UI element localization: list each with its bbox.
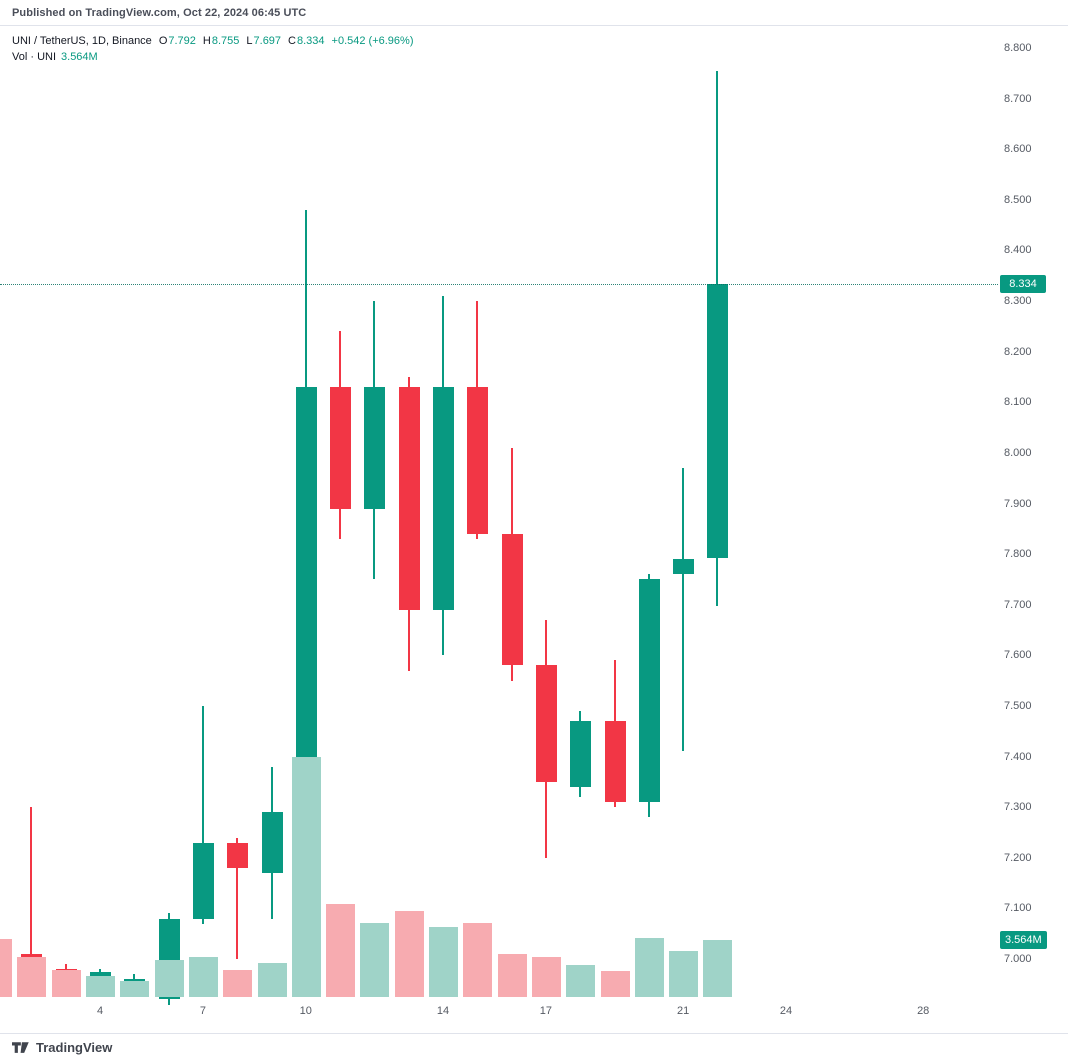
price-axis-label: 8.100 <box>1004 396 1032 409</box>
volume-bar[interactable] <box>669 950 699 997</box>
volume-bar[interactable] <box>326 904 356 997</box>
price-axis-label: 8.500 <box>1004 193 1032 206</box>
ohlc-key: L <box>246 35 253 47</box>
price-axis-label: 7.700 <box>1004 598 1032 611</box>
volume-bar[interactable] <box>634 937 664 997</box>
volume-bar[interactable] <box>360 923 390 997</box>
chart-legend: UNI / TetherUS, 1D, Binance O7.792 H8.755 L… <box>12 33 413 65</box>
candle-wick[interactable] <box>236 837 239 959</box>
time-axis-label: 28 <box>917 1005 930 1017</box>
price-axis-label: 7.100 <box>1004 902 1032 915</box>
price-axis-label: 7.600 <box>1004 649 1032 662</box>
volume-bar[interactable] <box>86 976 115 997</box>
footer: TradingView <box>0 1033 1068 1060</box>
volume-value-badge: 3.564M <box>1000 930 1047 949</box>
volume-bar[interactable] <box>51 969 81 997</box>
price-axis-label: 8.700 <box>1004 92 1032 105</box>
candle-body[interactable] <box>467 387 489 534</box>
ohlc-value: 8.334 <box>297 35 325 47</box>
volume-bar[interactable] <box>566 965 596 997</box>
price-axis-label: 7.500 <box>1004 699 1032 712</box>
price-axis-label: 8.400 <box>1004 244 1032 257</box>
candle-wick[interactable] <box>682 468 685 752</box>
volume-bar[interactable] <box>429 926 458 997</box>
price-axis-label: 7.400 <box>1004 750 1032 763</box>
candle-body[interactable] <box>364 387 386 509</box>
volume-bar[interactable] <box>0 939 13 997</box>
price-axis-label: 8.200 <box>1004 345 1032 358</box>
price-axis-label: 7.000 <box>1004 953 1032 965</box>
ohlc-key: O <box>158 35 168 47</box>
legend-volume-row: Vol · UNI 3.564M <box>12 49 413 65</box>
price-axis-label: 8.000 <box>1004 446 1032 459</box>
volume-bar[interactable] <box>120 981 150 997</box>
candle-body[interactable] <box>398 387 420 610</box>
time-axis-label: 21 <box>676 1005 690 1017</box>
candle-wick[interactable] <box>201 705 204 924</box>
ohlc-value: 8.755 <box>211 35 240 47</box>
candle-body[interactable] <box>638 579 660 803</box>
candle-body[interactable] <box>433 387 454 610</box>
symbol-title[interactable]: UNI / TetherUS, 1D, Binance <box>12 35 152 47</box>
candle-body[interactable] <box>261 812 283 873</box>
time-axis-label: 7 <box>199 1005 206 1017</box>
price-axis-label: 8.300 <box>1004 295 1032 308</box>
last-price-line <box>0 283 998 285</box>
time-axis-label: 17 <box>539 1005 553 1017</box>
volume-bar[interactable] <box>394 910 424 997</box>
volume-bar[interactable] <box>497 953 527 997</box>
candle-body[interactable] <box>604 721 626 803</box>
volume-value: 3.564M <box>61 51 98 63</box>
ohlc-values: O7.792 H8.755 L7.697 C8.334 <box>152 35 325 47</box>
legend-symbol-row: UNI / TetherUS, 1D, Binance O7.792 H8.755 L… <box>12 33 413 49</box>
published-bar: Published on TradingView.com, Oct 22, 20… <box>0 0 1068 26</box>
candle-wick[interactable] <box>30 807 33 985</box>
candle-body[interactable] <box>570 721 592 787</box>
volume-bar[interactable] <box>463 923 493 997</box>
time-axis-label: 4 <box>96 1005 104 1017</box>
ohlc-value: 7.697 <box>253 35 282 47</box>
price-axis-label: 8.800 <box>1004 42 1032 54</box>
last-price-badge: 8.334 <box>1000 274 1046 293</box>
price-axis-label: 7.800 <box>1004 548 1032 561</box>
volume-bar[interactable] <box>17 957 47 997</box>
volume-bar[interactable] <box>154 960 184 997</box>
price-axis-label: 7.900 <box>1004 497 1032 510</box>
tradingview-logo-icon[interactable] <box>12 1041 29 1053</box>
volume-bar[interactable] <box>703 939 733 997</box>
ohlc-key: H <box>202 35 211 47</box>
ohlc-key: C <box>288 35 296 47</box>
time-axis-label: 10 <box>299 1005 312 1017</box>
volume-bar[interactable] <box>188 957 218 997</box>
price-axis-label: 7.300 <box>1004 801 1032 814</box>
candle-body[interactable] <box>535 665 557 782</box>
volume-label: Vol · UNI <box>12 51 57 63</box>
volume-bar[interactable] <box>291 757 321 997</box>
candle-body[interactable] <box>227 842 249 868</box>
time-axis-label: 14 <box>436 1005 450 1017</box>
volume-bar[interactable] <box>257 963 287 997</box>
volume-bar[interactable] <box>531 957 561 997</box>
candle-body[interactable] <box>707 283 729 559</box>
ohlc-value: 7.792 <box>168 35 196 47</box>
candle-body[interactable] <box>501 533 523 666</box>
published-text: Published on TradingView.com, Oct 22, 20… <box>12 6 307 19</box>
candle-body[interactable] <box>330 387 352 509</box>
candle-body[interactable] <box>673 559 695 575</box>
price-axis-label: 7.200 <box>1004 851 1032 864</box>
brand-name[interactable]: TradingView <box>36 1039 113 1055</box>
volume-bar[interactable] <box>600 971 630 997</box>
candle-body[interactable] <box>192 842 214 919</box>
change-value: +0.542 (+6.96%) <box>331 35 414 47</box>
price-axis-label: 8.600 <box>1004 143 1032 156</box>
candle-body[interactable] <box>295 387 317 813</box>
time-axis-label: 24 <box>779 1005 793 1017</box>
volume-bar[interactable] <box>223 969 253 997</box>
